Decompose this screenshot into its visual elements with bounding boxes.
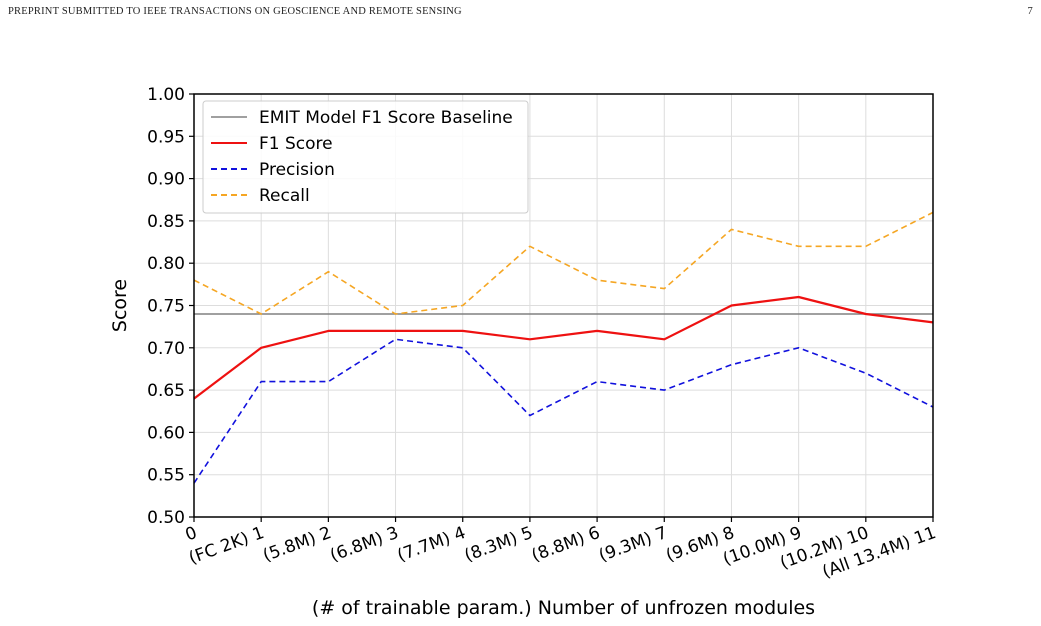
x-tick-label: (7.7M) 4: [395, 523, 469, 566]
series-line: [193, 295, 934, 400]
y-tick-label: 0.60: [147, 423, 185, 443]
x-tick-label: (6.8M) 3: [328, 523, 402, 566]
x-axis-label: (# of trainable param.) Number of unfroz…: [312, 597, 815, 619]
y-tick-label: 0.90: [147, 170, 185, 190]
page-header: PREPRINT SUBMITTED TO IEEE TRANSACTIONS …: [8, 6, 1033, 22]
y-tick-label: 0.75: [147, 297, 185, 317]
legend-label: F1 Score: [259, 134, 333, 154]
series-line: [193, 211, 934, 315]
y-tick-label: 0.55: [147, 466, 185, 486]
x-tick-label: (9.3M) 7: [596, 523, 670, 566]
page-number: 7: [1027, 6, 1033, 17]
series-line: [193, 338, 934, 484]
x-tick-label: (5.8M) 2: [260, 523, 334, 566]
y-tick-label: 0.80: [147, 254, 185, 274]
x-tick-label: (FC 2K) 1: [186, 523, 267, 569]
legend-label: Precision: [259, 160, 335, 180]
x-tick-label: (8.3M) 5: [462, 523, 536, 566]
y-tick-label: 1.00: [147, 85, 185, 105]
series-lines: [193, 211, 934, 484]
y-tick-label: 0.50: [147, 508, 185, 528]
y-tick-label: 0.95: [147, 127, 185, 147]
y-tick-label: 0.85: [147, 212, 185, 232]
legend-label: EMIT Model F1 Score Baseline: [259, 108, 513, 128]
legend-box: [202, 100, 529, 214]
legend: EMIT Model F1 Score Baseline F1 Score Prec…: [202, 100, 529, 214]
y-tick-label: 0.65: [147, 381, 185, 401]
y-axis-label: Score: [109, 279, 131, 332]
journal-header: PREPRINT SUBMITTED TO IEEE TRANSACTIONS …: [8, 6, 462, 17]
legend-label: Recall: [259, 186, 310, 206]
x-tick-label: 0: [183, 523, 200, 545]
x-tick-label: (8.8M) 6: [529, 523, 603, 566]
y-tick-label: 0.70: [147, 339, 185, 359]
